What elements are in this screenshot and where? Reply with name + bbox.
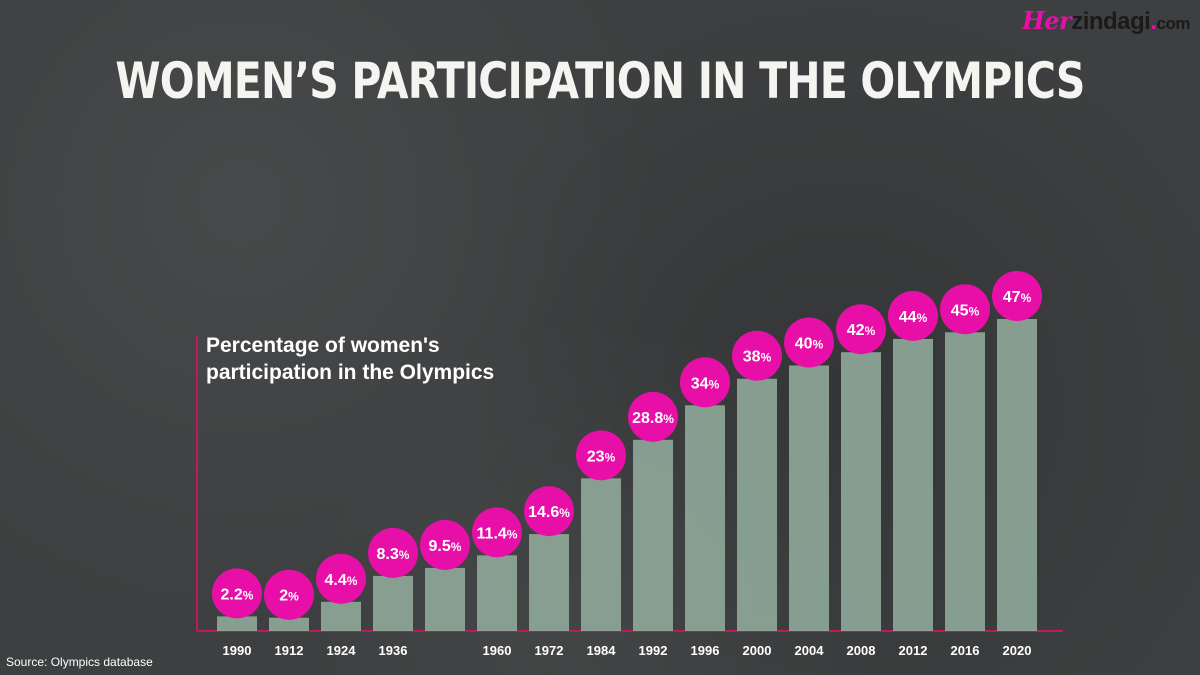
value-bubble: [732, 330, 782, 381]
x-tick-label: 2000: [743, 643, 772, 658]
value-bubble: [680, 357, 730, 408]
value-bubble: [264, 569, 314, 620]
value-bubble: [888, 290, 938, 341]
bar: [581, 478, 621, 631]
data-label: 34%: [691, 375, 720, 392]
data-label: 11.4%: [477, 525, 518, 542]
source-note: Source: Olympics database: [6, 655, 153, 669]
x-tick-label: 2016: [951, 643, 980, 658]
value-bubble: [368, 527, 418, 578]
data-label: 28.8%: [632, 410, 674, 427]
x-tick-label: 1972: [535, 643, 564, 658]
bar: [269, 617, 309, 631]
bar: [893, 338, 933, 631]
x-tick-label: 2020: [1003, 643, 1032, 658]
herzindagi-logo: Herzindagi.com: [1022, 6, 1190, 35]
x-tick-label: 1992: [639, 643, 668, 658]
data-label: 2%: [279, 588, 299, 605]
data-label: 8.3%: [377, 546, 410, 563]
value-bubble: [992, 271, 1042, 321]
x-tick-label: 1996: [691, 643, 720, 658]
value-bubble: [628, 391, 678, 442]
page-title: WOMEN’S PARTICIPATION IN THE OLYMPICS: [115, 52, 1085, 110]
bar: [997, 319, 1037, 631]
bar: [529, 534, 569, 631]
bar: [945, 332, 985, 631]
value-bubble: [212, 568, 262, 619]
value-bubble: [576, 430, 626, 481]
x-tick-label: 1984: [587, 643, 617, 658]
bar: [373, 575, 413, 631]
bar: [737, 378, 777, 631]
x-tick-label: 1924: [327, 643, 357, 658]
bar: [633, 439, 673, 631]
x-tick-label: 1936: [379, 643, 408, 658]
bar: [425, 567, 465, 631]
data-label: 40%: [795, 335, 824, 352]
data-label: 2.2%: [221, 586, 254, 603]
data-label: 38%: [743, 349, 772, 366]
value-bubble: [940, 284, 990, 335]
data-label: 42%: [847, 322, 876, 339]
data-label: 23%: [587, 448, 616, 465]
value-bubble: [472, 507, 522, 558]
x-tick-label: 1912: [275, 643, 304, 658]
value-bubble: [784, 317, 834, 368]
data-label: 47%: [1003, 289, 1032, 306]
x-tick-label: 1990: [223, 643, 252, 658]
bar: [841, 352, 881, 631]
bar: [685, 405, 725, 631]
data-label: 45%: [951, 302, 980, 319]
value-bubble: [420, 519, 470, 570]
value-bubble: [524, 486, 574, 537]
value-bubble: [316, 553, 366, 604]
value-bubble: [836, 304, 886, 355]
data-label: 14.6%: [528, 504, 570, 521]
bar: [789, 365, 829, 631]
data-label: 4.4%: [325, 572, 358, 589]
x-tick-label: 1960: [483, 643, 512, 658]
x-tick-label: 2008: [847, 643, 876, 658]
bar: [217, 616, 257, 631]
data-label: 9.5%: [429, 538, 462, 555]
data-label: 44%: [899, 309, 928, 326]
x-tick-label: 2004: [795, 643, 825, 658]
chart-title: Percentage of women's participation in t…: [206, 334, 495, 384]
x-tick-label: 2012: [899, 643, 928, 658]
bar: [321, 601, 361, 631]
bar: [477, 555, 517, 631]
